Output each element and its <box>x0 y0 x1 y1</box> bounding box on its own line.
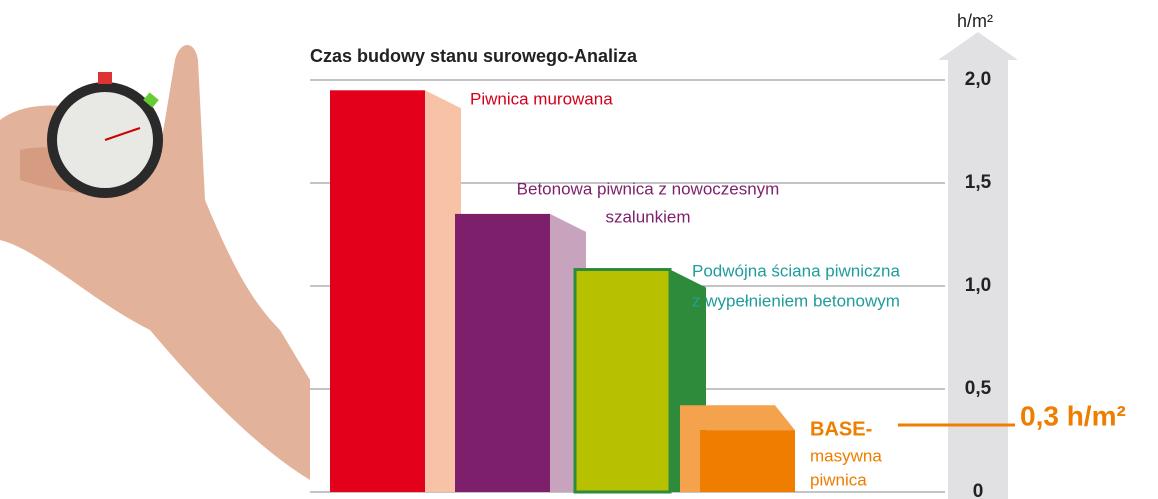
category-label: z wypełnieniem betonowym <box>692 291 900 310</box>
y-tick-label: 0,5 <box>965 378 992 399</box>
hand-illustration <box>0 45 310 480</box>
chart-title: Czas budowy stanu surowego-Analiza <box>310 46 638 66</box>
bar <box>455 214 550 492</box>
axis-arrow <box>938 32 1018 499</box>
category-label: Podwójna ściana piwniczna <box>692 261 900 280</box>
y-axis-label: h/m² <box>957 11 993 31</box>
bar <box>330 90 425 492</box>
category-label: Betonowa piwnica z nowoczesnym <box>517 179 780 198</box>
y-tick-label: 2,0 <box>965 69 991 90</box>
bar <box>700 430 795 492</box>
category-label: piwnica <box>810 470 867 489</box>
chart: h/m² Czas budowy stanu surowego-Analiza … <box>0 0 1158 499</box>
category-label: masywna <box>810 446 882 465</box>
bar <box>575 270 670 492</box>
category-label: Piwnica murowana <box>470 89 613 108</box>
value-label: 0,3 h/m² <box>1020 400 1126 431</box>
category-label: BASE- <box>810 418 872 440</box>
y-tick-label: 0 <box>973 481 984 499</box>
y-tick-label: 1,0 <box>965 275 991 296</box>
category-label: szalunkiem <box>605 207 690 226</box>
y-tick-label: 1,5 <box>965 172 992 193</box>
